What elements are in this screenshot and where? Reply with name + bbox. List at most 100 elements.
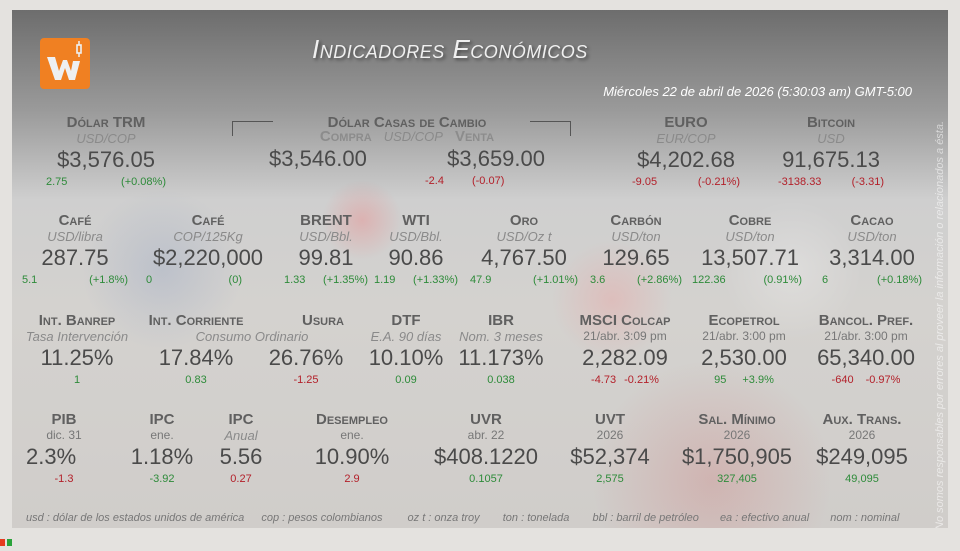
glossary-bbl: bbl : barril de petróleo bbox=[592, 512, 699, 524]
bracket-left bbox=[232, 121, 273, 136]
indicator-unit: Nom. 3 meses bbox=[459, 329, 543, 344]
indicator-timestamp: 21/abr. 3:00 pm bbox=[702, 329, 786, 343]
indicator-name: IPC bbox=[228, 411, 254, 428]
indicator-dolar-trm: Dólar TRM USD/COP $3,576.05 2.75 (+0.08%) bbox=[46, 114, 166, 190]
indicator-unit: Tasa Intervención bbox=[25, 329, 129, 344]
indicator-value: 17.84% bbox=[158, 345, 234, 370]
indicator-carbon: Carbón USD/ton 129.65 3.6 (+2.86%) bbox=[590, 212, 682, 288]
indicator-change: -2.4 bbox=[425, 175, 444, 187]
indicator-pct: (0.91%) bbox=[763, 274, 802, 286]
indicator-value: $408.1220 bbox=[434, 444, 538, 469]
indicator-pct: (-0.07) bbox=[471, 175, 505, 187]
indicator-change: 0.27 bbox=[230, 473, 252, 485]
indicator-change: 0 bbox=[146, 274, 153, 286]
indicator-msci-colcap: MSCI Colcap 21/abr. 3:09 pm 2,282.09 -4.… bbox=[568, 312, 682, 388]
glossary-cop: cop : pesos colombianos bbox=[261, 512, 383, 524]
indicator-name: Sal. Mínimo bbox=[698, 411, 776, 428]
indicator-cobre: Cobre USD/ton 13,507.71 122.36 (0.91%) bbox=[692, 212, 808, 288]
glossary-usd: usd : dólar de los estados unidos de amé… bbox=[26, 512, 245, 524]
indicator-pct: (0) bbox=[228, 274, 242, 286]
indicator-bitcoin: Bitcoin USD 91,675.13 -3138.33 (-3.31) bbox=[774, 114, 888, 190]
indicator-name: UVR bbox=[470, 411, 502, 428]
indicator-euro: EURO EUR/COP $4,202.68 -9.05 (-0.21%) bbox=[626, 114, 746, 190]
indicator-unit: USD/COP bbox=[76, 131, 136, 146]
glossary-footer: usd : dólar de los estados unidos de amé… bbox=[26, 512, 913, 524]
indicator-value: 10.90% bbox=[314, 444, 390, 469]
indicator-name: Dólar Casas de Cambio bbox=[327, 114, 487, 131]
indicator-unit: USD/ton bbox=[847, 229, 897, 244]
indicator-value: 1.18% bbox=[130, 444, 194, 469]
glossary-ton: ton : tonelada bbox=[502, 512, 570, 524]
indicator-change: 2,575 bbox=[596, 473, 624, 485]
indicator-period: abr. 22 bbox=[467, 428, 505, 442]
indicator-change: 2.75 bbox=[46, 176, 68, 188]
indicator-period: ene. bbox=[340, 428, 364, 442]
green-indicator-icon bbox=[7, 539, 12, 546]
page-title: Indicadores Económicos bbox=[312, 34, 588, 64]
indicator-name: UVT bbox=[595, 411, 625, 428]
indicator-change: 0.83 bbox=[185, 374, 207, 386]
indicator-pct: (-3.31) bbox=[851, 176, 884, 188]
indicator-change: 5.1 bbox=[22, 274, 38, 286]
indicator-cacao: Cacao USD/ton 3,314.00 6 (+0.18%) bbox=[822, 212, 922, 288]
red-indicator-icon bbox=[0, 539, 5, 546]
indicator-dtf: DTF E.A. 90 días 10.10% 0.09 bbox=[358, 312, 454, 388]
indicator-name: Cacao bbox=[850, 212, 894, 229]
compra-value: $3,546.00 bbox=[269, 146, 367, 171]
indicator-pct: -0.97% bbox=[865, 374, 901, 386]
indicator-name: IBR bbox=[488, 312, 514, 329]
indicator-unit: USD/COP bbox=[383, 129, 443, 144]
indicator-unit: USD/Bbl. bbox=[389, 229, 443, 244]
indicator-value: 4,767.50 bbox=[481, 245, 567, 270]
indicator-value: $52,374 bbox=[570, 444, 650, 469]
indicator-unit: USD/libra bbox=[47, 229, 103, 244]
indicator-value: $4,202.68 bbox=[637, 147, 735, 172]
indicator-name: Café bbox=[58, 212, 92, 229]
indicator-value: 2,282.09 bbox=[582, 345, 668, 370]
indicator-unit: EUR/COP bbox=[656, 131, 716, 146]
indicator-value: 129.65 bbox=[602, 245, 670, 270]
indicator-change: 3.6 bbox=[590, 274, 606, 286]
indicator-change: 1 bbox=[73, 374, 81, 386]
glossary-ea: ea : efectivo anual bbox=[719, 512, 810, 524]
indicator-change: 0.09 bbox=[395, 374, 417, 386]
indicator-timestamp: 21/abr. 3:09 pm bbox=[583, 329, 667, 343]
indicator-name: MSCI Colcap bbox=[579, 312, 671, 329]
indicator-pct: -0.21% bbox=[624, 374, 659, 386]
indicator-value: 2.3% bbox=[26, 444, 77, 469]
indicator-usura: Usura . 26.76% -1.25 bbox=[258, 312, 354, 388]
indicator-ecopetrol: Ecopetrol 21/abr. 3:00 pm 2,530.00 95 +3.… bbox=[692, 312, 796, 388]
indicator-ipc-anual: IPC Anual 5.56 0.27 bbox=[208, 411, 274, 487]
venta-label: Venta bbox=[454, 128, 495, 145]
indicator-desempleo: Desempleo ene. 10.90% 2.9 bbox=[302, 411, 402, 487]
indicator-change: 6 bbox=[822, 274, 829, 286]
indicator-name: Carbón bbox=[610, 212, 662, 229]
indicator-pct: (+2.86%) bbox=[637, 274, 682, 286]
venta-value: $3,659.00 bbox=[447, 146, 545, 171]
indicator-cafe-usd: Café USD/libra 287.75 5.1 (+1.8%) bbox=[22, 212, 128, 288]
indicator-pct: (+0.08%) bbox=[121, 176, 166, 188]
indicator-change: 122.36 bbox=[692, 274, 726, 286]
indicator-cafe-cop: Café COP/125Kg $2,220,000 0 (0) bbox=[146, 212, 270, 288]
indicator-aux-transporte: Aux. Trans. 2026 $249,095 49,095 bbox=[810, 411, 914, 487]
indicator-unit: Anual bbox=[224, 428, 258, 443]
indicator-unit: USD bbox=[817, 131, 845, 146]
indicator-value: 11.173% bbox=[458, 345, 544, 370]
indicator-period: dic. 31 bbox=[46, 428, 82, 442]
indicator-value: $249,095 bbox=[816, 444, 908, 469]
indicator-name: BRENT bbox=[300, 212, 352, 229]
bracket-right bbox=[530, 121, 571, 136]
indicator-name: Aux. Trans. bbox=[822, 411, 902, 428]
indicator-salario-minimo: Sal. Mínimo 2026 $1,750,905 327,405 bbox=[676, 411, 798, 487]
indicator-name: Cobre bbox=[728, 212, 772, 229]
indicator-brent: BRENT USD/Bbl. 99.81 1.33 (+1.35%) bbox=[284, 212, 368, 288]
indicator-name: Ecopetrol bbox=[708, 312, 780, 329]
indicator-value: 287.75 bbox=[41, 245, 109, 270]
indicator-change: 327,405 bbox=[717, 473, 757, 485]
brand-logo-icon bbox=[40, 38, 90, 89]
indicator-change: 47.9 bbox=[470, 274, 492, 286]
indicator-unit: USD/Oz t bbox=[496, 229, 552, 244]
indicator-pct: (+1.33%) bbox=[413, 274, 458, 286]
compra-label: Compra bbox=[319, 128, 372, 145]
indicator-change: 0.038 bbox=[487, 374, 515, 386]
